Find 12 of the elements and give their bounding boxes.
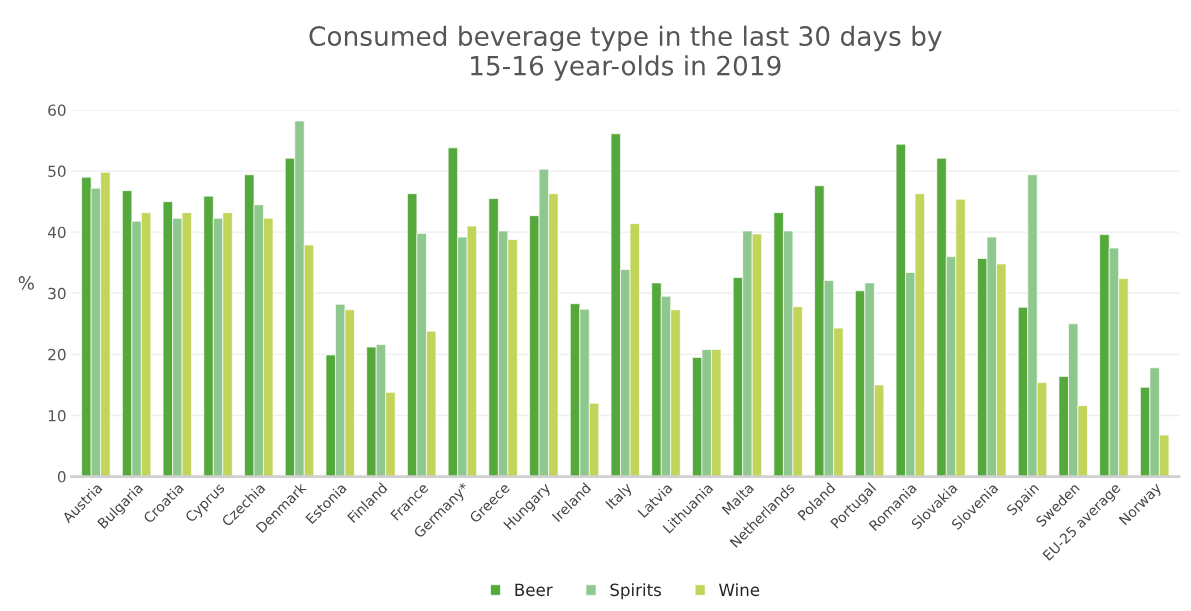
legend-label: Spirits bbox=[610, 583, 661, 600]
y-tick-label: 50 bbox=[48, 165, 66, 178]
y-axis-title: % bbox=[18, 276, 34, 290]
y-tick-label: 60 bbox=[48, 104, 66, 116]
chart-title: Consumed beverage type in the last 30 days by 15-16 year-olds in 2019 bbox=[309, 25, 942, 81]
y-tick-label: 0 bbox=[57, 471, 66, 483]
y-tick-label: 30 bbox=[48, 287, 66, 300]
legend-label: Beer bbox=[515, 583, 553, 597]
legend-label: Wine bbox=[719, 583, 760, 597]
y-tick-label: 20 bbox=[48, 348, 66, 361]
y-tick-label: 10 bbox=[48, 409, 66, 422]
y-tick-label: 40 bbox=[47, 226, 66, 239]
